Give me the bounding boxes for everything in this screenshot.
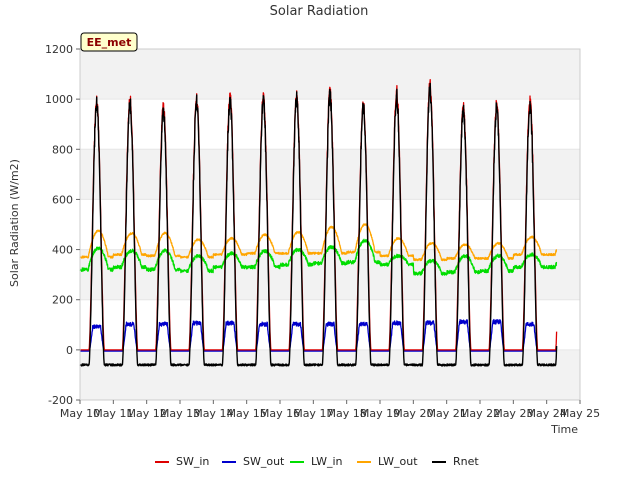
- grid-band: [80, 349, 580, 400]
- y-tick-label: 800: [52, 143, 73, 156]
- y-tick-label: 1200: [45, 43, 73, 56]
- x-tick-label: May 10: [60, 407, 100, 420]
- x-tick-label: May 13: [160, 407, 200, 420]
- x-tick-label: May 24: [527, 407, 567, 420]
- legend-item-sw-out: SW_out: [222, 455, 285, 468]
- series-line-sw-out: [79, 318, 558, 352]
- grid-band: [80, 249, 580, 300]
- y-tick-label: -200: [48, 394, 73, 407]
- x-tick-label: May 14: [193, 407, 233, 420]
- y-axis-label: Solar Radiation (W/m2): [8, 159, 21, 287]
- legend-label: LW_in: [311, 455, 343, 468]
- x-tick-label: May 18: [327, 407, 367, 420]
- y-tick-label: 0: [66, 344, 73, 357]
- x-tick-label: May 21: [427, 407, 467, 420]
- station-badge-label: EE_met: [87, 36, 132, 49]
- x-tick-label: May 20: [393, 407, 433, 420]
- y-tick-label: 600: [52, 193, 73, 206]
- plot-frame: [79, 48, 581, 401]
- y-tick-label: 1000: [45, 93, 73, 106]
- legend: SW_in SW_out LW_in LW_out Rnet: [155, 455, 479, 468]
- legend-item-rnet: Rnet: [432, 455, 479, 468]
- series-layer: [79, 79, 558, 367]
- x-tick-label: May 15: [227, 407, 267, 420]
- legend-label: SW_in: [176, 455, 209, 468]
- legend-item-lw-in: LW_in: [290, 455, 343, 468]
- x-tick-label: May 16: [260, 407, 300, 420]
- station-badge: EE_met: [80, 32, 138, 52]
- x-tick-label: May 12: [127, 407, 167, 420]
- x-tick-label: May 11: [93, 407, 133, 420]
- x-axis-label: Time: [550, 423, 578, 436]
- y-tick-label: 200: [52, 294, 73, 307]
- legend-item-sw-in: SW_in: [155, 455, 209, 468]
- legend-item-lw-out: LW_out: [357, 455, 418, 468]
- x-tick-label: May 22: [460, 407, 500, 420]
- legend-label: LW_out: [378, 455, 418, 468]
- x-tick-label: May 19: [360, 407, 400, 420]
- x-tick-label: May 17: [293, 407, 333, 420]
- grid-band: [80, 149, 580, 200]
- legend-label: SW_out: [243, 455, 285, 468]
- chart-title: Solar Radiation: [270, 4, 369, 19]
- y-tick-label: 400: [52, 244, 73, 257]
- x-tick-label: May 25: [560, 407, 600, 420]
- x-tick-label: May 23: [493, 407, 533, 420]
- y-axis-ticks: -200 0 200 400 600 800 1000 1200: [45, 43, 80, 407]
- series-line-rnet: [79, 82, 558, 367]
- legend-label: Rnet: [453, 455, 479, 468]
